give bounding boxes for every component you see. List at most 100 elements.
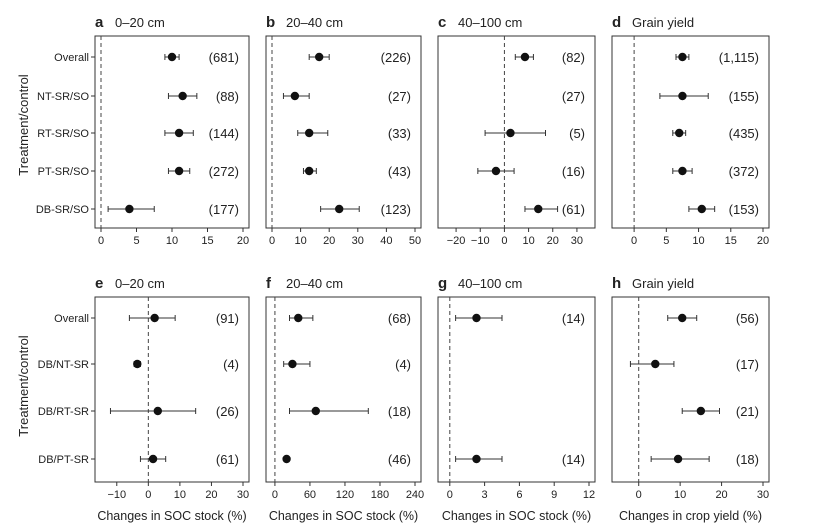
mean-point bbox=[178, 91, 187, 101]
panel-letter: a bbox=[95, 14, 104, 31]
x-tick-label: 180 bbox=[371, 489, 389, 501]
mean-point bbox=[133, 359, 142, 369]
mean-point bbox=[304, 128, 314, 138]
x-tick-label: 30 bbox=[237, 489, 249, 501]
mean-point bbox=[335, 204, 344, 214]
x-tick-label: 10 bbox=[692, 235, 704, 247]
sample-size-label: (88) bbox=[216, 89, 239, 104]
sample-size-label: (16) bbox=[562, 164, 585, 179]
mean-point bbox=[678, 91, 687, 101]
sample-size-label: (56) bbox=[736, 311, 759, 326]
panel-b: b 20–40 cm 0 10 20 30 40 50 (226) (27) (33) (43) (12… bbox=[265, 14, 422, 247]
sample-size-label: (155) bbox=[729, 89, 759, 104]
x-tick-label: 20 bbox=[757, 235, 769, 247]
sample-size-label: (91) bbox=[216, 311, 239, 326]
panel-letter: h bbox=[612, 275, 621, 292]
sample-size-label: (27) bbox=[388, 89, 411, 104]
sample-size-label: (153) bbox=[729, 202, 759, 217]
mean-point bbox=[304, 166, 314, 176]
sample-size-label: (272) bbox=[209, 164, 239, 179]
sample-size-label: (5) bbox=[569, 126, 585, 141]
mean-point bbox=[288, 359, 297, 369]
mean-point bbox=[673, 454, 683, 464]
sample-size-label: (46) bbox=[388, 452, 411, 467]
x-tick-label: 40 bbox=[380, 235, 392, 247]
x-tick-label: 15 bbox=[201, 235, 213, 247]
panel-f: f 20–40 cm 0 60 120 180 240 Changes in SOC stoc… bbox=[265, 275, 424, 523]
sample-size-label: (43) bbox=[388, 164, 411, 179]
panel-title: 0–20 cm bbox=[115, 15, 165, 30]
x-tick-label: 20 bbox=[547, 235, 559, 247]
mean-point bbox=[290, 91, 300, 101]
sample-size-label: (18) bbox=[388, 404, 411, 419]
x-tick-label: 20 bbox=[237, 235, 249, 247]
sample-size-label: (68) bbox=[388, 311, 411, 326]
x-tick-label: 0 bbox=[269, 235, 275, 247]
panel-title: Grain yield bbox=[632, 15, 694, 30]
x-axis-label: Changes in crop yield (%) bbox=[619, 509, 762, 523]
mean-point bbox=[472, 454, 481, 464]
mean-point bbox=[678, 313, 687, 323]
panel-title: 40–100 cm bbox=[458, 15, 522, 30]
panel-frame bbox=[611, 35, 770, 229]
panel-d: d Grain yield 0 5 10 15 20 (1,115) (155) (435) (37… bbox=[611, 14, 770, 247]
mean-point bbox=[311, 406, 320, 416]
sample-size-label: (226) bbox=[381, 50, 411, 65]
mean-point bbox=[534, 204, 543, 214]
x-tick-label: 20 bbox=[205, 489, 217, 501]
mean-point bbox=[696, 406, 706, 416]
sample-size-label: (14) bbox=[562, 452, 585, 467]
sample-size-label: (435) bbox=[729, 126, 759, 141]
panel-h: h Grain yield 0 10 20 30 Changes in crop yield… bbox=[611, 275, 770, 523]
panel-g: g 40–100 cm 0 3 6 9 12 Changes in SOC stock (%)… bbox=[437, 275, 596, 523]
x-tick-label: 3 bbox=[482, 489, 488, 501]
mean-point bbox=[520, 52, 530, 62]
mean-point bbox=[125, 204, 134, 214]
x-tick-label: 20 bbox=[715, 489, 727, 501]
mean-point bbox=[167, 52, 177, 62]
category-label: DB/NT-SR bbox=[38, 359, 89, 371]
panel-title: 20–40 cm bbox=[286, 15, 343, 30]
x-tick-label: 0 bbox=[272, 489, 278, 501]
sample-size-label: (1,115) bbox=[719, 50, 759, 65]
category-label: Overall bbox=[54, 52, 89, 64]
mean-point bbox=[678, 52, 687, 62]
mean-point bbox=[651, 359, 660, 369]
sample-size-label: (27) bbox=[562, 89, 585, 104]
panel-frame bbox=[611, 296, 770, 483]
panel-letter: c bbox=[438, 14, 446, 31]
x-tick-label: 30 bbox=[571, 235, 583, 247]
panel-title: Grain yield bbox=[632, 276, 694, 291]
x-tick-label: 0 bbox=[636, 489, 642, 501]
x-tick-label: 6 bbox=[516, 489, 522, 501]
x-tick-label: 10 bbox=[174, 489, 186, 501]
sample-size-label: (123) bbox=[381, 202, 411, 217]
mean-point bbox=[174, 128, 184, 138]
panel-title: 0–20 cm bbox=[115, 276, 165, 291]
x-tick-label: −10 bbox=[107, 489, 126, 501]
panel-frame bbox=[94, 296, 250, 483]
panel-letter: e bbox=[95, 275, 103, 292]
panel-frame bbox=[265, 35, 422, 229]
sample-size-label: (18) bbox=[736, 452, 759, 467]
mean-point bbox=[697, 204, 706, 214]
category-label: DB/PT-SR bbox=[38, 454, 89, 466]
mean-point bbox=[294, 313, 303, 323]
x-tick-label: 50 bbox=[409, 235, 421, 247]
panel-letter: d bbox=[612, 14, 621, 31]
x-tick-label: 12 bbox=[583, 489, 595, 501]
panel-a: a 0–20 cm 0 5 10 15 20 Overall (681) NT-SR/SO (88)… bbox=[36, 14, 250, 247]
sample-size-label: (14) bbox=[562, 311, 585, 326]
panel-c: c 40–100 cm −20 −10 0 10 20 30 (82) (27) (5) (16) (6… bbox=[437, 14, 596, 247]
sample-size-label: (21) bbox=[736, 404, 759, 419]
x-tick-label: 120 bbox=[336, 489, 354, 501]
x-tick-label: 240 bbox=[406, 489, 424, 501]
panel-e: e 0–20 cm −10 0 10 20 30 Changes in SOC stock (… bbox=[38, 275, 250, 523]
x-tick-label: 0 bbox=[447, 489, 453, 501]
sample-size-label: (4) bbox=[223, 357, 239, 372]
mean-point bbox=[150, 313, 159, 323]
mean-point bbox=[491, 166, 501, 176]
mean-point bbox=[148, 454, 158, 464]
x-tick-label: 30 bbox=[757, 489, 769, 501]
sample-size-label: (4) bbox=[395, 357, 411, 372]
